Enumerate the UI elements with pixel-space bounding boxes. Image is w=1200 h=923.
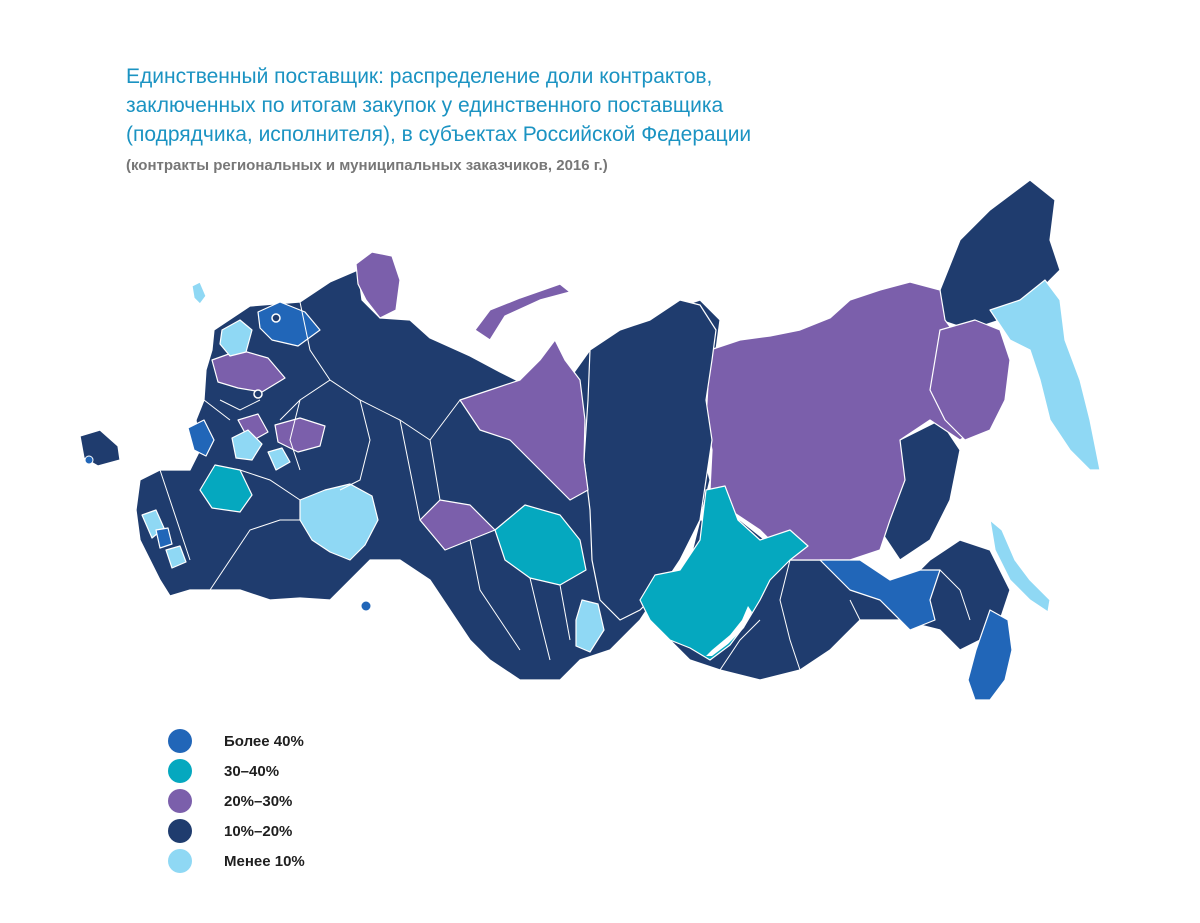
legend-label: 10%–20% [224, 822, 293, 840]
region-kemerovo [575, 599, 605, 653]
legend-label: 20%–30% [224, 792, 293, 810]
region-dagestan [155, 527, 173, 549]
title-line-1: Единственный поставщик: распределение до… [126, 65, 713, 88]
legend-swatch [168, 759, 192, 783]
marker-moscow [253, 389, 263, 399]
region-saratov [299, 483, 379, 561]
title-line-3: (подрядчика, исполнителя), в субъектах Р… [126, 123, 752, 146]
region-jewish-ao [819, 559, 941, 631]
map-title: Единственный поставщик: распределение до… [126, 62, 1026, 149]
legend-item-under10: Менее 10% [168, 846, 305, 876]
region-khanty-yamal [459, 339, 589, 501]
legend-label: Более 40% [224, 732, 304, 750]
region-voronezh [199, 464, 253, 513]
region-magadan [929, 319, 1011, 441]
legend-swatch [168, 789, 192, 813]
region-novaya-zemlya [355, 251, 401, 319]
region-bryansk [187, 419, 215, 457]
legend-item-20-30: 20%–30% [168, 786, 305, 816]
legend-swatch [168, 819, 192, 843]
map-subtitle: (контракты региональных и муниципальных … [126, 157, 608, 174]
region-moscow-light [231, 429, 263, 461]
legend-label: Менее 10% [224, 852, 305, 870]
marker-spb [271, 313, 281, 323]
region-sakhalin [989, 519, 1051, 613]
marker-sevastopol [361, 601, 371, 611]
legend-label: 30–40% [224, 762, 280, 780]
legend-item-30-40: 30–40% [168, 756, 305, 786]
region-yamal-peninsula [474, 283, 571, 341]
region-novosibirsk [494, 504, 587, 586]
region-tula-light [267, 447, 291, 471]
legend-item-10-20: 10%–20% [168, 816, 305, 846]
legend-item-over40: Более 40% [168, 726, 305, 756]
region-primorye [967, 609, 1013, 701]
region-murmansk [257, 301, 321, 347]
region-stavropol-light [165, 545, 187, 569]
legend-swatch [168, 729, 192, 753]
region-kamchatka [989, 279, 1101, 471]
title-line-2: заключенных по итогам закупок у единстве… [126, 94, 724, 117]
lake-baikal [706, 606, 752, 656]
marker-crimea [84, 455, 94, 465]
region-borders [159, 301, 971, 671]
region-franz-josef [191, 281, 207, 305]
legend: Более 40% 30–40% 20%–30% 10%–20% Менее 1… [168, 726, 305, 876]
legend-swatch [168, 849, 192, 873]
region-krasnoyarsk [583, 299, 717, 621]
region-leningrad [219, 319, 253, 357]
region-yaroslavl-area [274, 417, 326, 453]
region-irkutsk [639, 485, 809, 661]
